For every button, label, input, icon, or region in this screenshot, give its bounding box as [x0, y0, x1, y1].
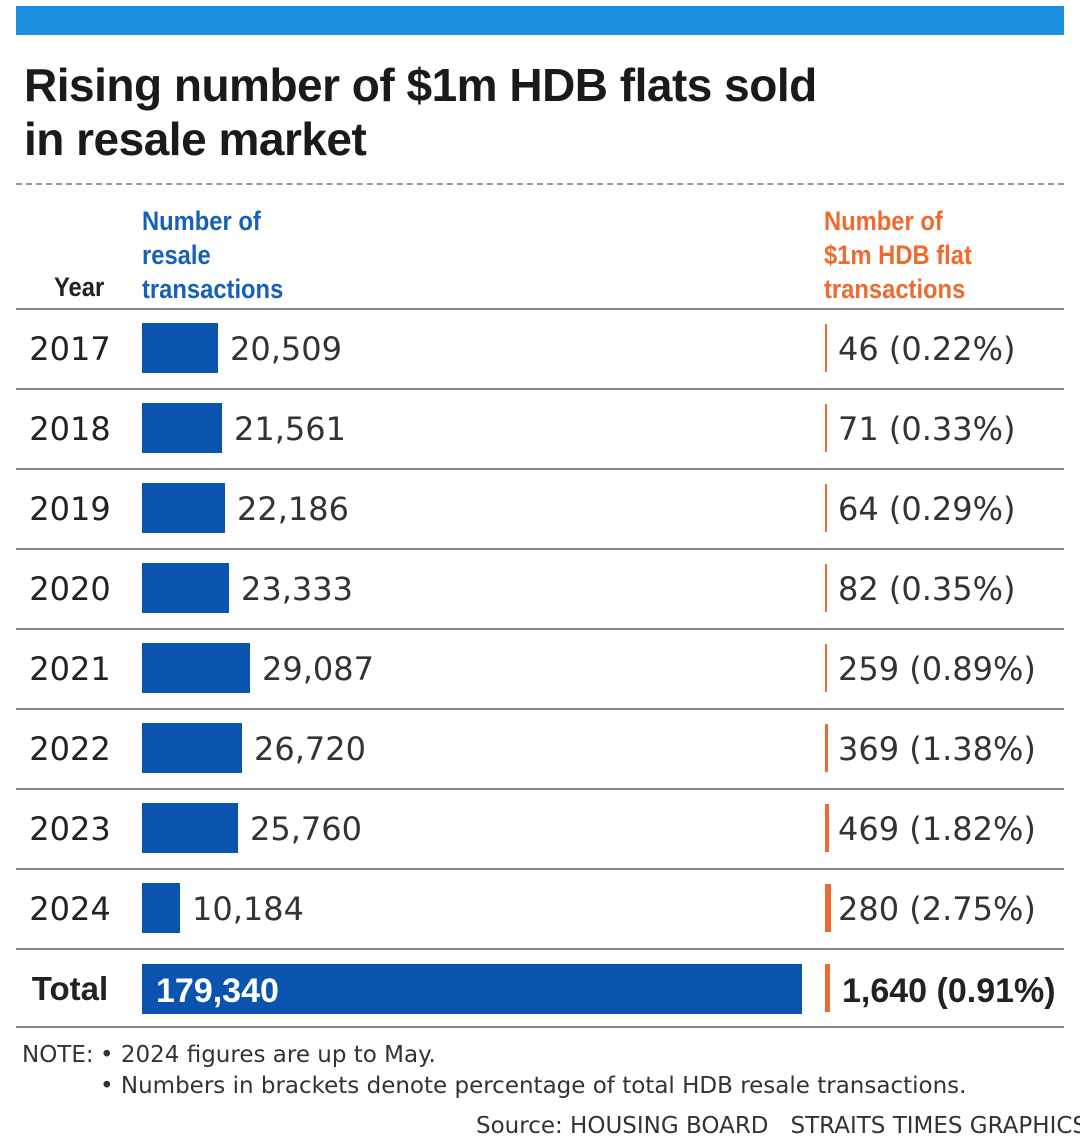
column-header-year: Year [54, 272, 105, 302]
row-divider [16, 308, 1064, 310]
source-text: Source: HOUSING BOARD [476, 1113, 769, 1139]
note-item: • 2024 figures are up to May. [100, 1042, 436, 1068]
resale-bar [142, 563, 229, 613]
note-label: NOTE: [22, 1042, 94, 1068]
total-resale-value: 179,340 [156, 972, 279, 1010]
note-item: • Numbers in brackets denote percentage … [100, 1073, 967, 1099]
million-value-label: 71 (0.33%) [838, 410, 1016, 448]
million-tick [825, 324, 827, 372]
total-million-tick [825, 964, 830, 1012]
resale-bar [142, 723, 242, 773]
million-tick [825, 644, 827, 692]
resale-value-label: 22,186 [237, 490, 349, 528]
column-header-million-line: $1m HDB flat [824, 240, 972, 270]
total-million-value: 1,640 (0.91%) [842, 972, 1056, 1010]
resale-value-label: 29,087 [262, 650, 374, 688]
column-header-resale-line: resale [142, 240, 211, 270]
total-label: Total [31, 970, 109, 1007]
chart-title-line-1: Rising number of $1m HDB flats sold [24, 59, 817, 111]
million-tick [825, 484, 827, 532]
total-resale-bar [142, 964, 802, 1014]
row-divider [16, 708, 1064, 710]
year-label: 2020 [29, 570, 111, 608]
source-line: Source: HOUSING BOARD STRAITS TIMES GRAPH… [476, 1111, 1080, 1141]
million-value-label: 82 (0.35%) [838, 570, 1016, 608]
million-value-label: 64 (0.29%) [838, 490, 1016, 528]
row-divider [16, 388, 1064, 390]
column-header-million-line: Number of [824, 206, 943, 236]
million-value-label: 46 (0.22%) [838, 330, 1016, 368]
column-header-million: Number of $1m HDB flat transactions [824, 204, 1053, 306]
title-divider [16, 183, 1064, 185]
column-header-resale: Number of resale transactions [142, 204, 336, 306]
year-label: 2021 [29, 650, 111, 688]
million-value-label: 280 (2.75%) [838, 890, 1036, 928]
chart-title: Rising number of $1m HDB flats sold in r… [24, 58, 924, 166]
year-label: 2019 [29, 490, 111, 528]
row-divider [16, 868, 1064, 870]
million-value-label: 369 (1.38%) [838, 730, 1036, 768]
row-divider [16, 788, 1064, 790]
million-tick [825, 884, 831, 932]
resale-value-label: 10,184 [192, 890, 304, 928]
year-label: 2017 [29, 330, 111, 368]
row-divider [16, 628, 1064, 630]
resale-bar [142, 403, 222, 453]
header-accent-bar [16, 6, 1064, 35]
million-tick [825, 724, 828, 772]
resale-value-label: 25,760 [250, 810, 362, 848]
resale-value-label: 26,720 [254, 730, 366, 768]
column-header-million-line: transactions [824, 274, 966, 304]
resale-bar [142, 883, 180, 933]
year-label: 2022 [29, 730, 111, 768]
resale-value-label: 20,509 [230, 330, 342, 368]
year-label: 2023 [29, 810, 111, 848]
resale-bar [142, 323, 218, 373]
year-label: 2024 [29, 890, 111, 928]
resale-value-label: 21,561 [234, 410, 346, 448]
year-label: 2018 [29, 410, 111, 448]
column-header-resale-line: transactions [142, 274, 284, 304]
million-value-label: 259 (0.89%) [838, 650, 1036, 688]
row-divider [16, 1026, 1064, 1028]
row-divider [16, 468, 1064, 470]
resale-value-label: 23,333 [241, 570, 353, 608]
column-header-resale-line: Number of [142, 206, 261, 236]
million-tick [825, 404, 827, 452]
source-credit: STRAITS TIMES GRAPHICS [790, 1113, 1080, 1139]
row-divider [16, 548, 1064, 550]
resale-bar [142, 643, 250, 693]
row-divider [16, 948, 1064, 950]
resale-bar [142, 803, 238, 853]
million-value-label: 469 (1.82%) [838, 810, 1036, 848]
million-tick [825, 564, 827, 612]
chart-title-line-2: in resale market [24, 113, 367, 165]
million-tick [825, 804, 829, 852]
resale-bar [142, 483, 225, 533]
